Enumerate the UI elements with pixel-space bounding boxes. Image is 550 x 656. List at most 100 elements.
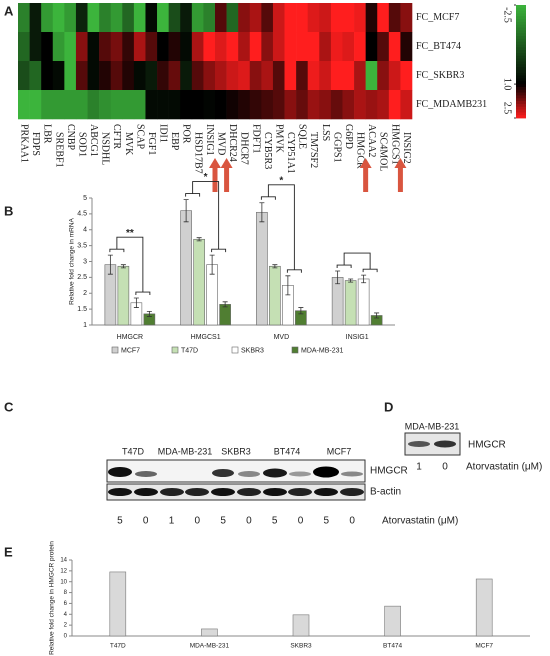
column-label: NSDHL [100,132,111,165]
y-tick-label: 3 [83,258,87,265]
heat-cell [215,90,227,120]
bar [109,571,127,637]
heat-cell [168,32,181,62]
error-bar [146,310,152,317]
colorbar-step [516,92,526,96]
lane-label: MDA-MB-231 [158,446,213,456]
heat-cell [307,3,320,33]
x-tick-label: BT474 [383,643,403,650]
heat-cell [18,61,30,91]
band [289,471,311,477]
heat-cell [122,90,135,120]
heat-cell [122,3,135,33]
heat-cell [377,3,390,33]
heat-cell [191,32,204,62]
column-label: IDI1 [158,124,169,143]
significance-bracket [185,181,227,253]
heat-cell [388,61,401,91]
y-tick-label: 10 [60,579,67,585]
column-label: CYB5R3 [262,132,273,169]
heat-cell [307,32,320,62]
column-label: EBP [169,132,180,151]
significance-bracket [336,252,378,273]
heat-cell [319,61,332,91]
heat-cell [238,32,251,62]
colorbar-step [516,30,526,34]
legend-swatch [171,346,179,354]
heat-cell [330,61,343,91]
heat-cell [133,90,146,120]
heat-cell [180,90,193,120]
heat-cell [354,61,366,91]
band [263,488,287,496]
heat-cell [145,3,158,33]
band [340,488,364,496]
column-label: DHCR7 [239,132,250,165]
colorbar-step [516,112,526,116]
heat-cell [99,90,112,120]
colorbar-step [516,64,526,68]
heat-cell [330,90,343,120]
heat-cell [284,90,297,120]
heat-cell [29,61,42,91]
heat-cell [133,3,146,33]
column-label: SOD1 [76,132,87,157]
y-tick-label: 0 [64,634,68,640]
colorbar-step [516,109,526,113]
dose-label: 5 [117,516,123,527]
row-label: FC_SKBR3 [416,70,464,81]
bar [331,277,344,326]
heat-cell [261,3,274,33]
heat-cell [41,90,54,120]
heat-cell [203,32,216,62]
heat-cell [145,32,158,62]
arrow-head [359,158,372,168]
heat-cell [87,3,100,33]
column-label: INSIG2 [401,132,412,164]
dose-label: 5 [324,516,330,527]
heat-cell [354,90,366,120]
column-label: LSS [320,124,331,141]
colorbar-step [516,27,526,31]
legend-label: T47D [181,347,198,354]
colorbar-step [516,86,526,91]
lane-label: BT474 [274,446,301,456]
colorbar-step [516,81,526,85]
heat-cell [377,90,390,120]
row-label: FC_MDAMB231 [416,99,487,110]
heat-cell [133,61,146,91]
band [134,488,158,496]
y-tick-label: 4 [83,227,87,234]
dose-axis-label: Atorvastatin (μM) [466,462,542,473]
colorbar-step [516,75,526,79]
heat-cell [249,61,262,91]
column-label: SC4MOL [378,132,389,171]
row-label: FC_MCF7 [416,12,459,23]
column-label: ACAA2 [366,124,377,157]
heat-cell [307,90,320,120]
heat-cell [284,61,297,91]
column-label: FDFT1 [250,124,261,153]
error-bar [259,202,265,223]
band-label: B-actin [370,487,401,498]
row-label: FC_BT474 [416,41,461,52]
heat-cell [226,3,239,33]
colorbar-step [516,21,526,26]
heat-cell [29,3,42,33]
bar [117,265,130,326]
y-tick-label: 2 [64,623,68,629]
heat-cell [284,3,297,33]
heat-cell [99,61,112,91]
error-bar [196,237,202,242]
heat-cell [272,3,285,33]
dose-label: 1 [169,516,175,527]
heat-cell [180,61,193,91]
heat-cell [342,90,355,120]
y-tick-label: 1 [83,322,87,329]
heat-cell [249,3,262,33]
heat-cell [75,3,88,33]
heat-cell [191,3,204,33]
column-label: CFTR [111,124,122,149]
bar [256,211,268,326]
